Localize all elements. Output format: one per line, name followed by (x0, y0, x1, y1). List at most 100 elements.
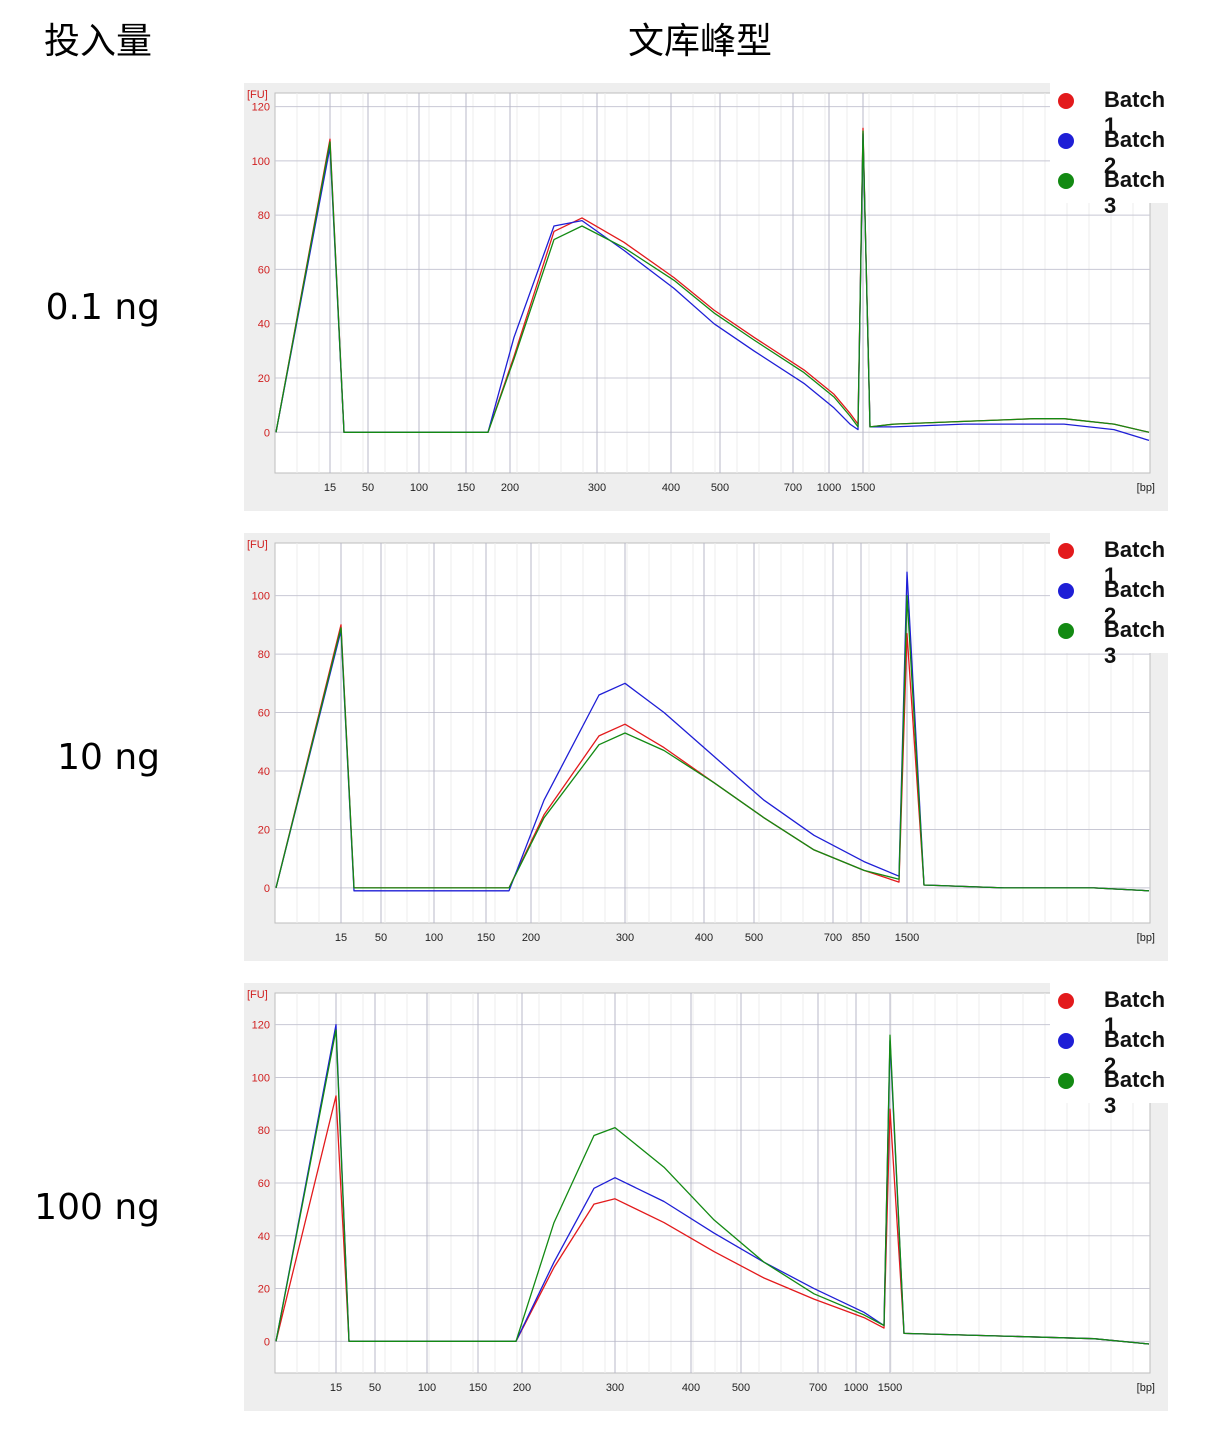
legend-item-batch3: Batch 3 (1050, 613, 1168, 668)
legend-item-batch3: Batch 3 (1050, 1063, 1168, 1118)
row-label-1: 10 ng (57, 737, 160, 778)
electropherogram-chart-2: 0 20 40 60 80 100 120 [FU] 15 50 100 150 200 300 400 50… (247, 989, 1155, 1394)
blue-dot-icon (1058, 1033, 1074, 1049)
legend-label: Batch 3 (1104, 167, 1166, 218)
x-tick-label: 100 (410, 482, 428, 494)
legend-item-batch3: Batch 3 (1050, 163, 1168, 218)
electropherogram-chart-1: 0 20 40 60 80 100 [FU] 15 50 100 150 200 300 400 500 70… (247, 539, 1155, 944)
plot-area (274, 92, 1151, 474)
row-label-2: 100 ng (34, 1187, 160, 1228)
legend-item-batch1: Batch 1 (1050, 83, 1168, 138)
legend-label: Batch 2 (1104, 577, 1166, 628)
x-tick-label: 100 (418, 1382, 436, 1394)
legend-label: Batch 1 (1104, 87, 1166, 138)
x-tick-label: 1500 (878, 1382, 902, 1394)
x-tick-label: 400 (695, 932, 713, 944)
y-tick-label: 20 (258, 824, 270, 836)
y-axis-label: [FU] (247, 89, 268, 101)
x-tick-label: 15 (330, 1382, 342, 1394)
chart-panel-1: 0 20 40 60 80 100 [FU] 15 50 100 150 200 300 400 500 70… (244, 533, 1168, 961)
legend-item-batch1: Batch 1 (1050, 533, 1168, 588)
chart-panel-2: 0 20 40 60 80 100 120 [FU] 15 50 100 150 200 300 400 50… (244, 983, 1168, 1411)
x-tick-label: 200 (513, 1382, 531, 1394)
x-tick-label: 50 (362, 482, 374, 494)
y-tick-label: 40 (258, 319, 270, 331)
x-tick-label: 300 (606, 1382, 624, 1394)
green-dot-icon (1058, 1073, 1074, 1089)
y-tick-label: 0 (264, 427, 270, 439)
x-tick-label: 850 (852, 932, 870, 944)
x-tick-label: 700 (824, 932, 842, 944)
y-axis-label: [FU] (247, 989, 268, 1001)
y-tick-label: 40 (258, 1231, 270, 1243)
chart-legend-0: Batch 1 Batch 2 Batch 3 (1050, 83, 1168, 218)
y-tick-label: 60 (258, 1178, 270, 1190)
y-tick-label: 20 (258, 373, 270, 385)
x-tick-label: 500 (745, 932, 763, 944)
x-axis-label: [bp] (1137, 482, 1155, 494)
x-axis-label: [bp] (1137, 932, 1155, 944)
legend-item-batch2: Batch 2 (1050, 123, 1168, 178)
legend-label: Batch 3 (1104, 1067, 1166, 1118)
x-tick-label: 500 (732, 1382, 750, 1394)
y-tick-label: 100 (252, 1072, 270, 1084)
blue-dot-icon (1058, 583, 1074, 599)
legend-label: Batch 2 (1104, 127, 1166, 178)
x-tick-label: 200 (522, 932, 540, 944)
y-tick-label: 0 (264, 1336, 270, 1348)
y-tick-label: 100 (252, 156, 270, 168)
red-dot-icon (1058, 543, 1074, 559)
x-tick-label: 1000 (817, 482, 841, 494)
x-tick-label: 500 (711, 482, 729, 494)
red-dot-icon (1058, 93, 1074, 109)
legend-label: Batch 1 (1104, 987, 1166, 1038)
x-tick-label: 50 (369, 1382, 381, 1394)
chart-legend-2: Batch 1 Batch 2 Batch 3 (1050, 983, 1168, 1118)
x-tick-label: 200 (501, 482, 519, 494)
input-amount-header: 投入量 (44, 21, 153, 62)
y-tick-label: 60 (258, 708, 270, 720)
x-axis-label: [bp] (1137, 1382, 1155, 1394)
plot-area (274, 542, 1151, 924)
y-tick-label: 60 (258, 264, 270, 276)
x-tick-label: 700 (809, 1382, 827, 1394)
y-tick-label: 40 (258, 766, 270, 778)
x-tick-label: 1500 (895, 932, 919, 944)
library-profile-header: 文库峰型 (628, 21, 773, 62)
x-tick-label: 150 (457, 482, 475, 494)
x-tick-label: 100 (425, 932, 443, 944)
y-tick-label: 20 (258, 1284, 270, 1296)
legend-item-batch1: Batch 1 (1050, 983, 1168, 1038)
blue-dot-icon (1058, 133, 1074, 149)
chart-legend-1: Batch 1 Batch 2 Batch 3 (1050, 533, 1168, 668)
x-tick-label: 1000 (844, 1382, 868, 1394)
x-tick-label: 150 (477, 932, 495, 944)
red-dot-icon (1058, 993, 1074, 1009)
row-label-0: 0.1 ng (45, 287, 160, 328)
series-line-batch-3 (275, 130, 1150, 433)
green-dot-icon (1058, 173, 1074, 189)
y-tick-label: 80 (258, 210, 270, 222)
series-line-batch-3 (275, 594, 1150, 892)
y-tick-label: 80 (258, 649, 270, 661)
x-tick-label: 300 (616, 932, 634, 944)
x-tick-label: 50 (375, 932, 387, 944)
x-tick-label: 700 (784, 482, 802, 494)
y-tick-label: 100 (252, 591, 270, 603)
legend-label: Batch 2 (1104, 1027, 1166, 1078)
y-axis-label: [FU] (247, 539, 268, 551)
x-tick-label: 400 (682, 1382, 700, 1394)
x-tick-label: 150 (469, 1382, 487, 1394)
x-tick-label: 1500 (851, 482, 875, 494)
chart-panel-0: 0 20 40 60 80 100 120 [FU] 15 50 100 150 200 300 400 50… (244, 83, 1168, 511)
legend-item-batch2: Batch 2 (1050, 573, 1168, 628)
x-tick-label: 15 (335, 932, 347, 944)
legend-label: Batch 1 (1104, 537, 1166, 588)
y-tick-label: 0 (264, 883, 270, 895)
x-tick-label: 300 (588, 482, 606, 494)
electropherogram-chart-0: 0 20 40 60 80 100 120[FU] 15 50 100 150 200 300 400 50… (247, 89, 1155, 494)
x-tick-label: 400 (662, 482, 680, 494)
x-tick-label: 15 (324, 482, 336, 494)
green-dot-icon (1058, 623, 1074, 639)
series-line-batch-3 (275, 1029, 1150, 1345)
